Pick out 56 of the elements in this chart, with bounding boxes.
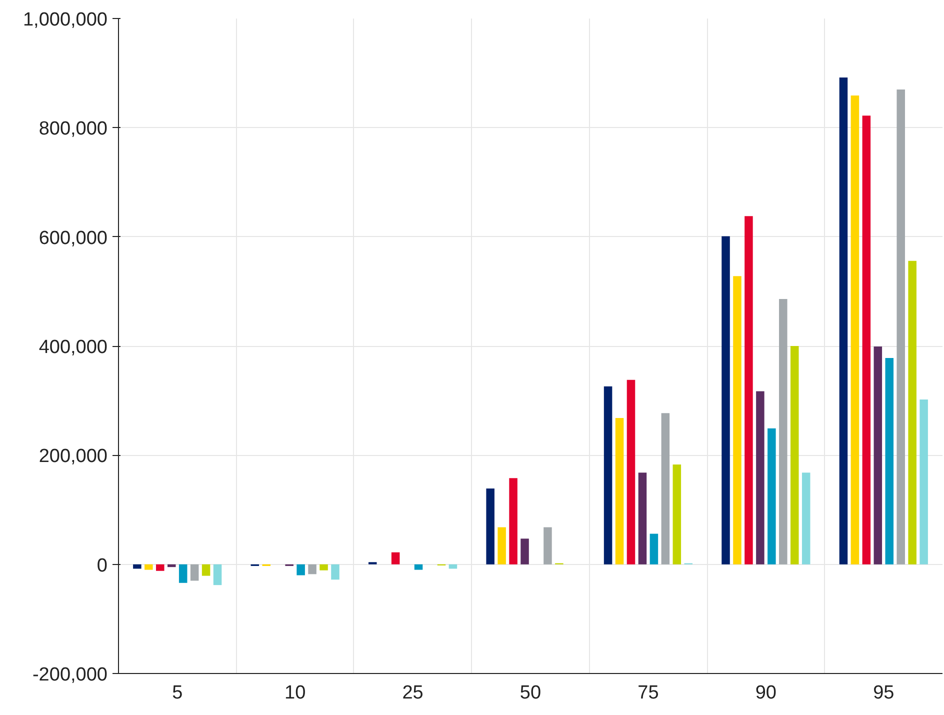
x-tick-label: 90	[755, 682, 776, 704]
bar	[308, 564, 316, 574]
bar	[626, 380, 636, 564]
bar	[790, 346, 799, 564]
bar	[156, 564, 164, 571]
bar	[544, 527, 552, 564]
x-tick-label: 50	[520, 682, 542, 704]
bar	[885, 358, 894, 564]
bar	[850, 95, 860, 564]
bar	[486, 488, 494, 564]
y-tick-label: 1,000,000	[22, 10, 108, 30]
bar	[296, 564, 305, 576]
x-tick-label: 95	[873, 682, 894, 704]
bar	[509, 478, 518, 564]
bar	[638, 472, 647, 564]
bar	[896, 89, 905, 564]
bar	[802, 472, 810, 564]
bar	[331, 564, 340, 580]
bar	[862, 116, 871, 564]
bar	[920, 399, 928, 564]
bar	[661, 413, 670, 564]
bar	[672, 464, 682, 564]
bar	[722, 236, 730, 564]
bar	[320, 564, 328, 570]
y-tick-label: 800,000	[38, 118, 108, 140]
bar	[733, 276, 742, 564]
bar	[133, 564, 142, 569]
bar	[202, 564, 210, 576]
x-tick-label: 75	[638, 682, 659, 704]
y-tick-label: 0	[96, 555, 108, 576]
bar	[190, 564, 199, 581]
bar	[414, 564, 423, 570]
bar	[650, 534, 658, 564]
bar	[768, 428, 776, 564]
bar	[520, 538, 529, 564]
bar	[756, 391, 764, 564]
x-tick-label: 25	[402, 682, 424, 704]
bar	[498, 527, 506, 564]
bar	[178, 564, 188, 583]
bar	[144, 564, 153, 570]
bar	[839, 77, 848, 564]
bar	[213, 564, 222, 586]
bar	[779, 299, 788, 564]
bar	[391, 552, 400, 564]
y-tick-label: 400,000	[38, 337, 108, 358]
bar	[744, 216, 753, 564]
x-tick-label: 10	[284, 682, 306, 704]
y-tick-label: 600,000	[38, 228, 108, 249]
bar	[874, 346, 882, 564]
y-tick-label: 200,000	[38, 446, 108, 468]
bar	[167, 564, 176, 568]
bar	[615, 418, 624, 564]
y-tick-label: -200,000	[32, 664, 108, 686]
bar	[908, 260, 916, 564]
x-tick-label: 5	[172, 682, 183, 704]
bar	[604, 386, 612, 564]
